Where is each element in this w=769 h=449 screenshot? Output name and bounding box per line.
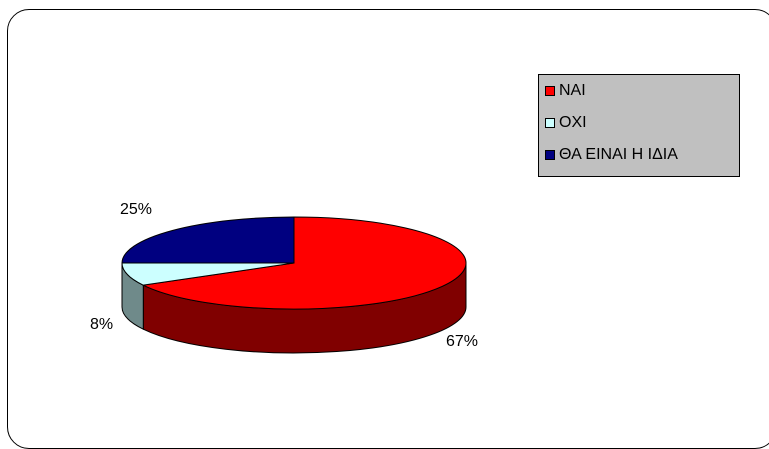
data-label-tha-einai-h-idia: 25% [120,201,153,218]
legend-item-nai: ΝΑΙ [545,81,586,101]
pie-chart [121,216,467,354]
legend-label-nai: ΝΑΙ [559,82,586,99]
chart-legend: ΝΑΙ ΟΧΙ ΘΑ ΕΙΝΑΙ Η ΙΔΙΑ [538,74,740,177]
legend-label-tha-einai-h-idia: ΘΑ ΕΙΝΑΙ Η ΙΔΙΑ [559,146,678,163]
data-label-nai: 67% [446,333,479,350]
legend-item-tha-einai-h-idia: ΘΑ ΕΙΝΑΙ Η ΙΔΙΑ [545,145,678,165]
pie-slice-nai [141,216,467,310]
legend-swatch-oxi [545,118,555,128]
legend-swatch-nai [545,86,555,96]
legend-swatch-tha-einai-h-idia [545,150,555,160]
data-label-oxi: 8% [90,316,114,333]
pie-slice-tha-einai-h-idia [121,216,295,264]
legend-label-oxi: ΟΧΙ [559,114,587,131]
legend-item-oxi: ΟΧΙ [545,113,587,133]
